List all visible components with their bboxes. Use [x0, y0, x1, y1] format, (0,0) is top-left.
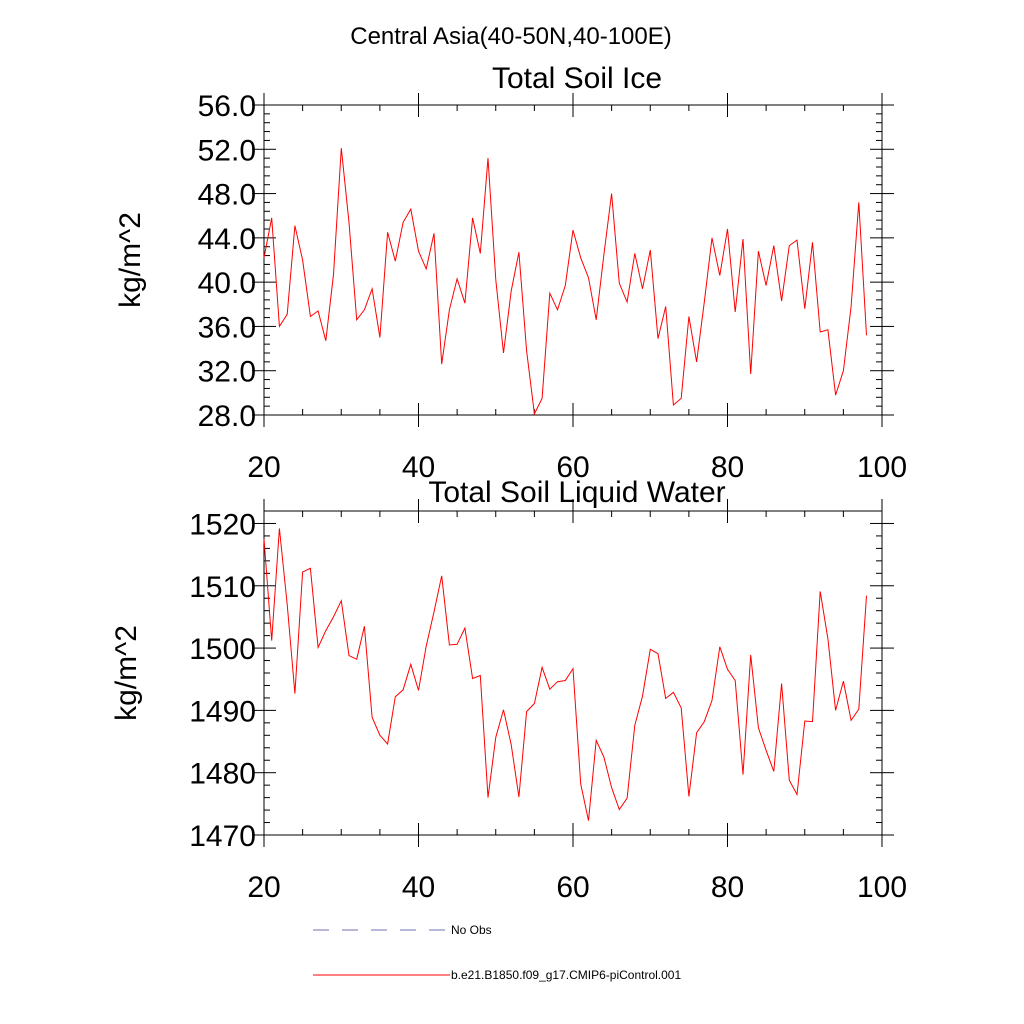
- y-tick-label: 40.0: [198, 267, 256, 300]
- chart-title: Total Soil Ice: [492, 62, 662, 95]
- y-tick-label: 52.0: [198, 134, 256, 167]
- chart-title: Total Soil Liquid Water: [428, 476, 725, 509]
- y-tick-label: 1520: [189, 508, 256, 541]
- y-tick-label: 32.0: [198, 356, 256, 389]
- x-tick-label: 40: [402, 451, 435, 484]
- chart-panel-soil-ice: Total Soil Ice kg/m^2 20 40 60 80 100 28.0 32.0 3…: [114, 62, 907, 484]
- legend: No Obs b.e21.B1850.f09_g17.CMIP6-piContr…: [313, 923, 681, 982]
- y-tick-label: 1500: [189, 633, 256, 666]
- y-axis-label: kg/m^2: [110, 625, 143, 721]
- plot-frame: [263, 104, 883, 416]
- x-tick-label: 60: [556, 871, 589, 904]
- y-tick-label: 28.0: [198, 400, 256, 433]
- y-tick-label: 1510: [189, 571, 256, 604]
- x-tick-label: 80: [711, 871, 744, 904]
- series-line: [263, 148, 867, 416]
- y-tick-label: 1480: [189, 758, 256, 791]
- y-tick-label: 56.0: [198, 90, 256, 123]
- legend-label-control: b.e21.B1850.f09_g17.CMIP6-piControl.001: [451, 968, 681, 982]
- y-tick-label: 1470: [189, 820, 256, 853]
- x-tick-label: 80: [711, 451, 744, 484]
- series-line: [263, 528, 867, 821]
- x-tick-label: 20: [247, 451, 280, 484]
- y-axis-label: kg/m^2: [114, 212, 147, 308]
- y-tick-label: 36.0: [198, 311, 256, 344]
- chart-panel-soil-liquid-water: Total Soil Liquid Water kg/m^2 20 40 60 80 100…: [110, 476, 907, 904]
- x-tick-label: 20: [247, 871, 280, 904]
- y-tick-label: 44.0: [198, 223, 256, 256]
- x-tick-label: 100: [857, 871, 907, 904]
- legend-label-no-obs: No Obs: [451, 923, 492, 937]
- y-tick-label: 48.0: [198, 179, 256, 212]
- y-tick-label: 1490: [189, 695, 256, 728]
- x-tick-label: 100: [857, 451, 907, 484]
- x-tick-label: 60: [556, 451, 589, 484]
- x-tick-label: 40: [402, 871, 435, 904]
- figure-title: Central Asia(40-50N,40-100E): [350, 23, 672, 50]
